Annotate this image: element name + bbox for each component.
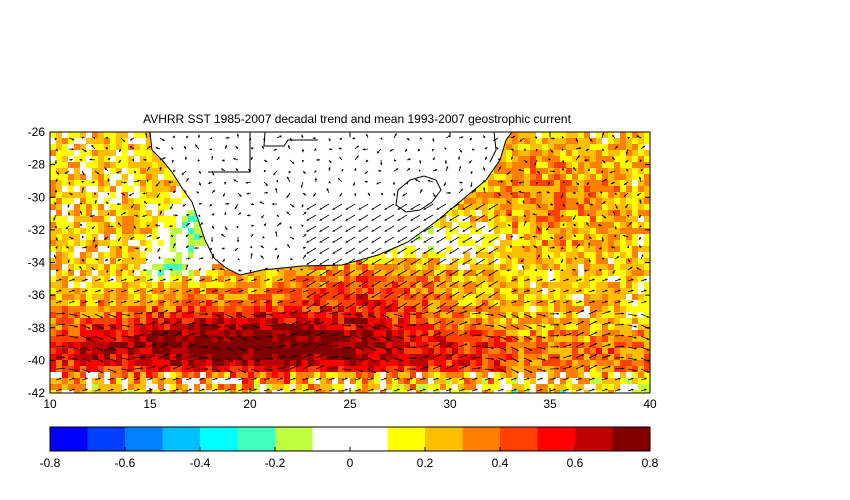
geostrophic-current-vectors: [53, 132, 650, 392]
colorbar-tick-label: 0.8: [642, 456, 659, 470]
y-tick-label: -42: [28, 386, 46, 400]
x-tick-label: 15: [143, 397, 157, 411]
colorbar-swatch: [612, 427, 651, 451]
latitude-axis: -26 -28 -30 -32 -34 -36 -38 -40 -42: [28, 125, 650, 400]
colorbar-swatch: [50, 427, 88, 451]
colorbar-tick-label: -0.6: [115, 456, 136, 470]
y-tick-label: -32: [28, 223, 46, 237]
colorbar-swatch: [312, 427, 351, 451]
y-tick-label: -26: [28, 125, 46, 139]
colorbar-tick-label: -0.4: [190, 456, 211, 470]
colorbar-ticks: -0.8 -0.6 -0.4 -0.2 0 0.2 0.4 0.6 0.8: [40, 447, 659, 470]
colorbar-swatch: [275, 427, 313, 451]
colorbar-tick-label: 0: [347, 456, 354, 470]
x-tick-label: 35: [543, 397, 557, 411]
colorbar-swatch: [500, 427, 538, 451]
y-tick-label: -40: [28, 353, 46, 367]
colorbar-swatch: [237, 427, 276, 451]
colorbar-tick-label: 0.6: [567, 456, 584, 470]
x-tick-label: 25: [343, 397, 357, 411]
x-tick-label: 30: [443, 397, 457, 411]
colorbar-tick-label: -0.2: [265, 456, 286, 470]
y-tick-label: -28: [28, 158, 46, 172]
africa-landmass: [149, 132, 513, 276]
colorbar-swatch: [462, 427, 501, 451]
inland-border-line-2: [208, 132, 251, 173]
colorbar-tick-label: -0.8: [40, 456, 61, 470]
lesotho-border: [395, 175, 442, 213]
colorbar-swatch: [537, 427, 576, 451]
colorbar-tick-label: 0.4: [492, 456, 509, 470]
y-tick-label: -34: [28, 256, 46, 270]
sst-map: 10 15 20 25 30 35 40 -26-28-30-32-34-36-38-40-…: [28, 125, 657, 411]
colorbar-swatch: [575, 427, 613, 451]
inland-border-line: [263, 132, 318, 147]
colorbar-swatch: [200, 427, 238, 451]
colorbar-swatch: [162, 427, 201, 451]
map-title: AVHRR SST 1985-2007 decadal trend and me…: [143, 112, 571, 126]
east-coastline-detail: [489, 132, 497, 163]
x-tick-label: 40: [643, 397, 657, 411]
x-tick-label: 10: [43, 397, 57, 411]
y-tick-label: -36: [28, 288, 46, 302]
colorbar-swatch: [350, 427, 388, 451]
colorbar-swatch: [425, 427, 463, 451]
colorbar-swatch: [387, 427, 426, 451]
colorbar: -0.8 -0.6 -0.4 -0.2 0 0.2 0.4 0.6 0.8: [40, 426, 659, 470]
y-tick-label: -38: [28, 321, 46, 335]
colorbar-swatch: [125, 427, 163, 451]
colorbar-tick-label: 0.2: [417, 456, 434, 470]
x-tick-label: 20: [243, 397, 257, 411]
colorbar-swatch: [87, 427, 126, 451]
longitude-axis: 10 15 20 25 30 35 40: [43, 132, 657, 411]
y-tick-label: -30: [28, 190, 46, 204]
